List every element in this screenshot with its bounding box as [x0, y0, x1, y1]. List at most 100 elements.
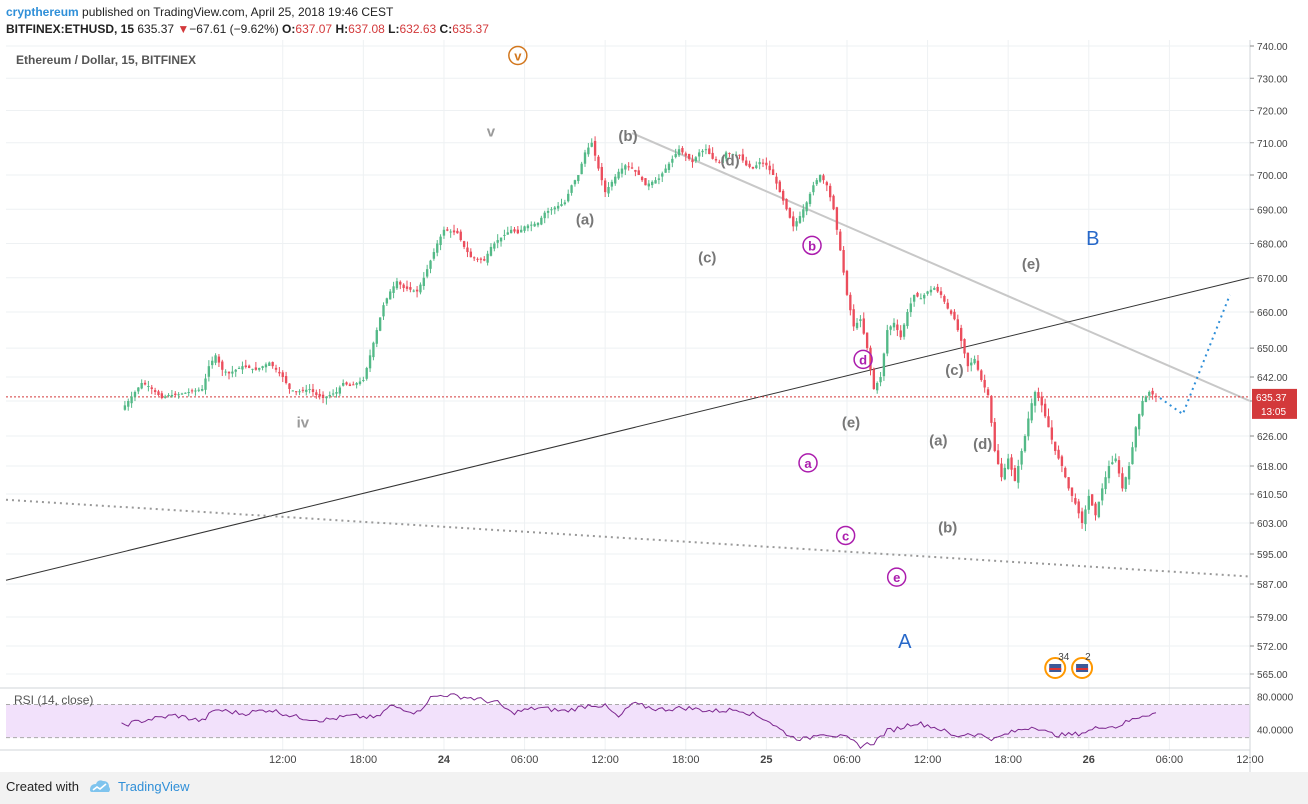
price-tick-label: 610.50: [1257, 490, 1288, 501]
price-chart[interactable]: v v iv (b) (a) (d) (c) (e) b a d c e (c) (a) (b) (d) (e) B…: [0, 40, 1308, 772]
candle: [761, 162, 765, 164]
wave-label-text: c: [842, 528, 849, 543]
wave-circle: [508, 45, 528, 66]
candle: [1047, 416, 1050, 428]
candle: [261, 366, 264, 369]
candle: [600, 166, 603, 181]
time-tick-label: 06:00: [1156, 754, 1184, 766]
candle: [342, 383, 345, 386]
candle: [436, 243, 439, 253]
candle: [687, 153, 691, 159]
candle: [204, 378, 207, 390]
price-tick-label: 660.00: [1257, 308, 1288, 319]
candle: [1111, 462, 1114, 465]
rsi-band: [6, 704, 1250, 738]
lower-dotted-line: [5, 498, 1251, 578]
candle: [1020, 451, 1023, 465]
candle: [614, 176, 617, 184]
candle: [886, 330, 889, 354]
candle: [993, 422, 996, 451]
candle: [1137, 414, 1141, 430]
candle: [284, 376, 288, 383]
candle: [923, 294, 926, 299]
last-price: 635.37: [137, 22, 175, 36]
candle: [684, 153, 687, 156]
event-flag-icon: 2: [1071, 652, 1094, 679]
candle: [929, 289, 933, 293]
candle: [486, 253, 489, 263]
candle: [288, 383, 291, 389]
wave-label: v: [487, 123, 496, 140]
wave-label-text: (d): [721, 152, 740, 169]
candle: [1023, 436, 1027, 452]
price-tick-label: 720.00: [1257, 107, 1288, 118]
candle: [227, 371, 231, 374]
candle: [395, 281, 399, 289]
candle: [869, 347, 872, 370]
candle: [872, 369, 876, 389]
wave-label-text: (a): [929, 432, 947, 449]
candle: [137, 387, 140, 392]
candle: [419, 284, 422, 293]
wave-label-text: v: [514, 49, 522, 64]
candle: [385, 298, 389, 304]
candle: [147, 386, 150, 387]
time-tick-label: 18:00: [672, 754, 700, 766]
candle: [926, 291, 929, 294]
candle: [1000, 463, 1003, 478]
price-tick-label: 603.00: [1257, 519, 1288, 530]
price-tick-label: 587.00: [1257, 580, 1288, 591]
candle: [432, 252, 436, 259]
candle: [143, 382, 147, 385]
candle: [1074, 498, 1077, 504]
candle: [194, 390, 197, 392]
candle: [677, 149, 681, 156]
wave-label-text: (b): [938, 520, 957, 537]
wave-circle: [802, 235, 822, 256]
candle: [217, 356, 221, 363]
price-tick-label: 650.00: [1257, 344, 1288, 355]
candle: [728, 153, 731, 155]
tradingview-logo-icon[interactable]: [88, 777, 112, 797]
candle: [829, 185, 832, 198]
symbol-label: BITFINEX:ETHUSD, 15: [6, 22, 135, 36]
candle: [943, 295, 946, 302]
wave-label: (d): [721, 152, 740, 169]
candle: [808, 193, 812, 204]
price-tick-label: 626.00: [1257, 432, 1288, 443]
wave-label-text: v: [487, 123, 496, 140]
footer-bar: Created with TradingView: [0, 772, 1308, 804]
candle: [315, 392, 318, 395]
candle: [479, 258, 483, 260]
candle: [375, 330, 378, 344]
chart-background: [0, 40, 1308, 772]
open-label: O:: [282, 22, 296, 36]
wave-label: (b): [938, 520, 957, 537]
candle: [1151, 390, 1154, 395]
candle: [661, 173, 664, 177]
candle: [543, 212, 546, 219]
candle: [765, 162, 768, 166]
candle: [755, 165, 758, 169]
candle: [274, 367, 278, 370]
candle: [711, 152, 714, 159]
candle: [798, 216, 802, 223]
created-with-label: Created with: [6, 779, 79, 794]
candle: [368, 355, 372, 369]
wave-label-text: (e): [1022, 256, 1040, 273]
candle: [402, 284, 405, 289]
candle: [983, 379, 986, 388]
candle: [698, 152, 701, 157]
candle: [295, 391, 298, 393]
author-link[interactable]: crypthereum: [6, 5, 79, 19]
candle: [1060, 456, 1064, 466]
wave-label-text: A: [898, 631, 912, 653]
tradingview-link[interactable]: TradingView: [118, 779, 190, 794]
candle: [1117, 460, 1121, 474]
candle: [1017, 466, 1020, 483]
candle: [876, 383, 879, 391]
wave-label: (e): [1022, 256, 1040, 273]
candle: [1040, 396, 1043, 406]
wave-labels: v v iv (b) (a) (d) (c) (e) b a d c e (c) (a) (b) (d) (e) B…: [297, 45, 1099, 653]
candle: [970, 362, 973, 366]
